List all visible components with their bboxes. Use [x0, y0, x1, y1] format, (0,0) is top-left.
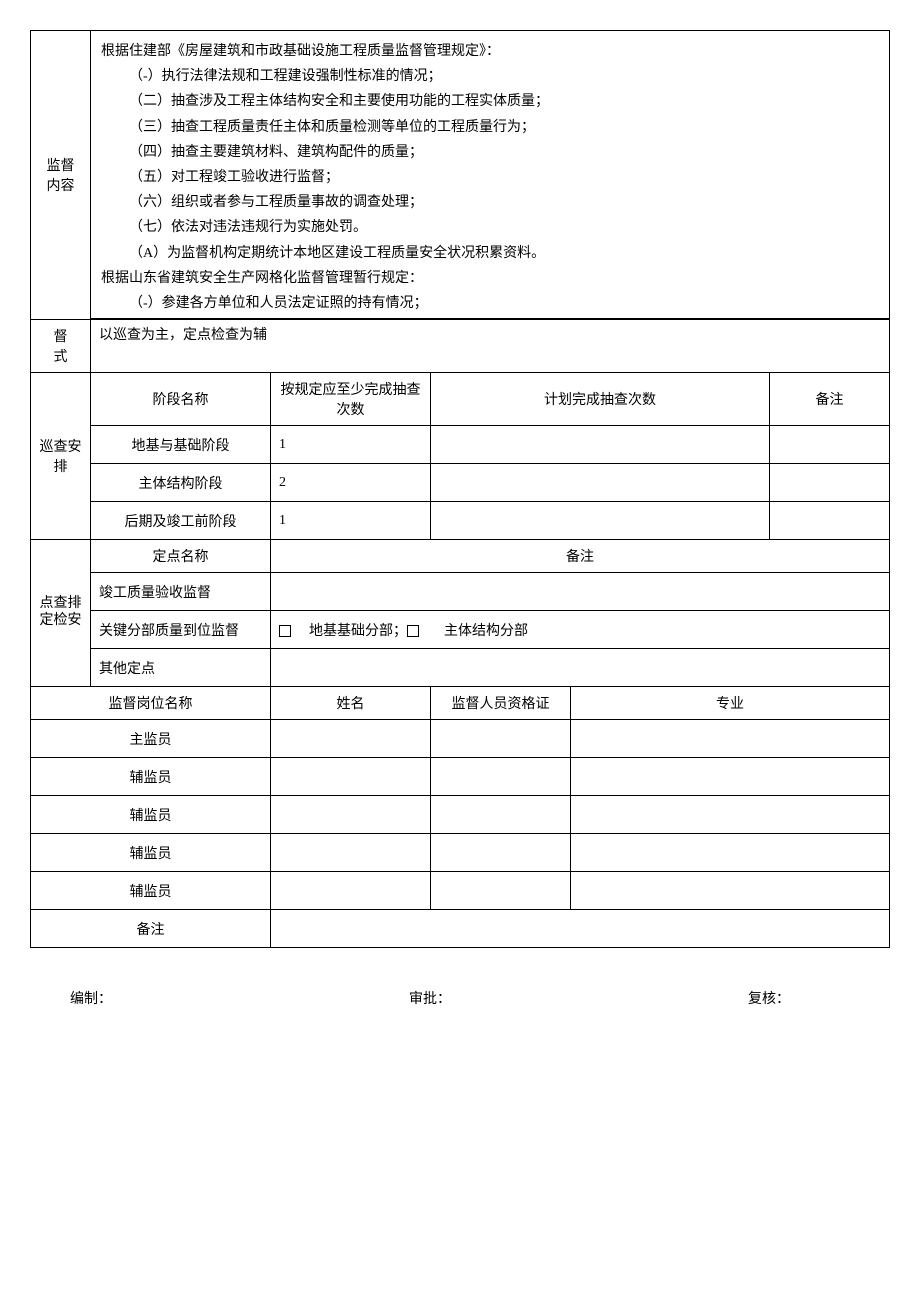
fixed-point-row: 竣工质量验收监督	[91, 573, 271, 611]
signature-review: 复核：	[550, 988, 850, 1008]
section1-label: 监督 内容	[31, 31, 91, 320]
checkbox-cell: 地基基础分部； 主体结构分部	[271, 611, 890, 649]
position-row: 辅监员	[31, 872, 271, 910]
position-row: 辅监员	[31, 758, 271, 796]
stage-row: 后期及竣工前阶段	[91, 502, 271, 540]
major-header: 专业	[571, 687, 890, 720]
section1-content: 根据住建部《房屋建筑和市政基础设施工程质量监督管理规定》： （-）执行法律法规和…	[91, 31, 890, 320]
signature-compile: 编制：	[70, 988, 310, 1008]
position-header: 监督岗位名称	[31, 687, 271, 720]
fixed-point-row: 其他定点	[91, 649, 271, 687]
remark-header: 备注	[770, 373, 890, 426]
section2-label: 督 式	[31, 320, 91, 373]
section2-content: 以巡查为主，定点检查为辅	[91, 320, 890, 373]
cert-header: 监督人员资格证	[431, 687, 571, 720]
stage-header: 阶段名称	[91, 373, 271, 426]
min-count-header: 按规定应至少完成抽查次数	[271, 373, 431, 426]
position-row: 辅监员	[31, 796, 271, 834]
fixed-point-name-header: 定点名称	[91, 540, 271, 573]
intro2: 根据山东省建筑安全生产网格化监督管理暂行规定：	[101, 266, 879, 291]
signature-approve: 审批：	[310, 988, 550, 1008]
section4-label: 点查排定检安	[31, 540, 91, 687]
intro1: 根据住建部《房屋建筑和市政基础设施工程质量监督管理规定》：	[101, 39, 879, 64]
stage-row: 主体结构阶段	[91, 464, 271, 502]
checkbox-icon[interactable]	[279, 625, 291, 637]
section3-label: 巡查安 排	[31, 373, 91, 540]
name-header: 姓名	[271, 687, 431, 720]
fixed-point-row: 关键分部质量到位监督	[91, 611, 271, 649]
fixed-point-remark-header: 备注	[271, 540, 890, 573]
checkbox-icon[interactable]	[407, 625, 419, 637]
supervision-form-table: 监督 内容 根据住建部《房屋建筑和市政基础设施工程质量监督管理规定》： （-）执…	[30, 30, 890, 948]
stage-row: 地基与基础阶段	[91, 426, 271, 464]
signature-row: 编制： 审批： 复核：	[30, 948, 890, 1008]
position-row: 主监员	[31, 720, 271, 758]
position-row: 辅监员	[31, 834, 271, 872]
remark-row: 备注	[31, 910, 271, 948]
plan-count-header: 计划完成抽查次数	[431, 373, 770, 426]
